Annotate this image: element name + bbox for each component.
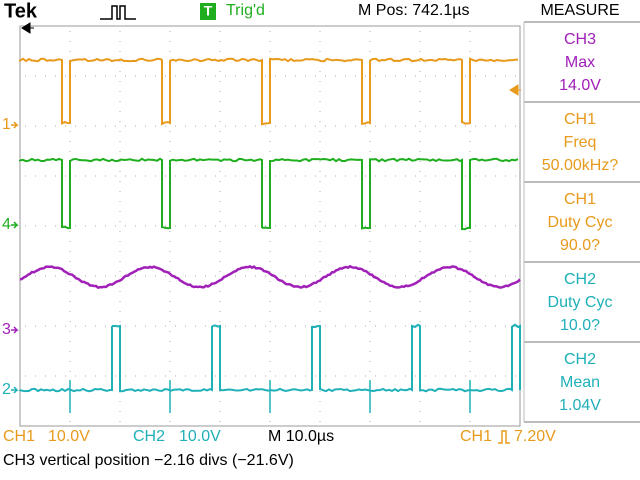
trigger-level: 7.20V <box>514 428 556 445</box>
ch2-label: CH2 <box>133 428 165 445</box>
status-line: CH3 vertical position −2.16 divs (−21.6V… <box>3 452 294 469</box>
measure-channel: CH2 <box>564 351 596 368</box>
ch1-label: CH1 <box>3 428 35 445</box>
measure-type: Duty Cyc <box>548 294 613 311</box>
measure-channel: CH1 <box>564 191 596 208</box>
measure-type: Max <box>565 54 595 71</box>
measure-channel: CH3 <box>564 31 596 48</box>
ch3-marker: 3 <box>2 321 11 338</box>
measure-title: MEASURE <box>540 2 619 19</box>
measure-value: 50.00kHz? <box>542 157 619 174</box>
ch1-marker: 1 <box>2 116 11 133</box>
trigger-source: CH1 <box>460 428 492 445</box>
ch4-marker: 4 <box>2 216 11 233</box>
measure-value: 90.0? <box>560 237 600 254</box>
measure-channel: CH1 <box>564 111 596 128</box>
ch2-scale: 10.0V <box>179 428 221 445</box>
measure-type: Duty Cyc <box>548 214 613 231</box>
horizontal-position: M Pos: 742.1µs <box>358 2 470 19</box>
timebase: M 10.0µs <box>268 428 334 445</box>
measure-value: 10.0? <box>560 317 600 334</box>
measure-type: Mean <box>560 374 600 391</box>
measure-value: 14.0V <box>559 77 601 94</box>
measure-channel: CH2 <box>564 271 596 288</box>
measure-type: Freq <box>564 134 597 151</box>
trigger-status: Trig'd <box>226 2 265 19</box>
ch2-marker: 2 <box>2 381 11 398</box>
trigger-icon: T <box>204 3 213 19</box>
measure-value: 1.04V <box>559 397 601 414</box>
ch1-scale: 10.0V <box>48 428 90 445</box>
scope-screen: Tek T Trig'd M Pos: 742.1µs MEASURE CH3 M… <box>0 0 640 480</box>
brand: Tek <box>4 0 38 22</box>
